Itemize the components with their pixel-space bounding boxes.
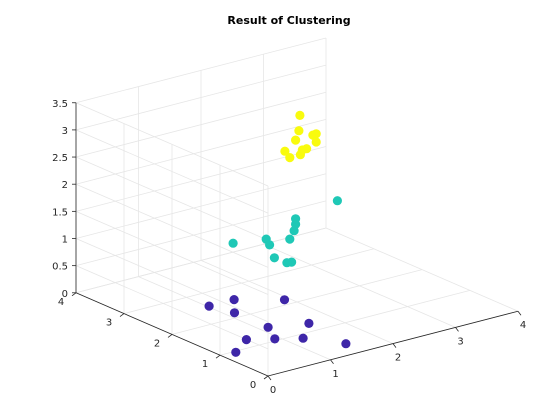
x-tick-mark [330,359,334,365]
y-tick-mark [167,334,173,338]
gridline-yz-z [75,183,269,268]
y-tick-label: 0 [250,380,256,391]
data-point-cluster-3 [294,126,304,136]
z-tick-label: 1 [62,235,68,246]
data-point-cluster-1 [263,322,273,332]
z-tick-label: 0.5 [52,262,68,273]
gridline-yz-z [75,238,269,323]
data-point-cluster-3 [311,137,321,147]
data-point-cluster-2 [282,258,292,268]
data-point-cluster-3 [311,129,321,139]
data-point-cluster-2 [228,238,238,248]
gridline-yz-z [75,156,269,241]
gridline-yz-z [75,129,269,214]
data-point-cluster-3 [302,144,312,154]
grid-layer [75,37,519,377]
x-tick-label: 2 [395,353,401,364]
z-tick-label: 2 [62,180,68,191]
gridline-floor-y [171,269,423,335]
x-tick-label: 0 [270,385,276,396]
y-tick-label: 2 [154,338,160,349]
gridline-xz-z [75,200,327,267]
data-point-cluster-3 [285,153,295,163]
y-tick-label: 1 [202,359,208,370]
data-point-cluster-2 [269,253,279,263]
x-tick-label: 4 [520,320,526,331]
data-point-cluster-1 [279,295,290,305]
x-tick-mark [455,327,459,332]
gridline-xz-z [75,173,327,239]
data-point-cluster-1 [298,333,308,343]
z-tick-label: 0 [62,289,68,300]
gridline-yz-z [75,265,269,350]
y-tick-label: 3 [106,318,112,329]
z-tick-label: 1.5 [52,207,68,218]
z-tick-label: 3 [62,126,68,137]
gridline-floor-y [75,227,327,294]
data-point-cluster-3 [295,150,305,160]
gridline-yz-z [75,102,269,187]
x-tick-mark [267,375,272,381]
y-tick-mark [215,354,221,359]
data-point-cluster-1 [341,339,351,349]
data-points [204,110,351,357]
data-point-cluster-1 [241,335,251,345]
data-point-cluster-1 [204,301,214,311]
gridline-xz-z [75,146,327,212]
gridline-xz-z [75,64,327,131]
x-tick-label: 1 [332,369,338,380]
z-tick-label: 3.5 [52,99,68,110]
data-point-cluster-2 [332,196,342,206]
data-point-cluster-3 [295,110,305,120]
data-point-cluster-2 [285,234,295,244]
x-tick-mark [392,343,397,348]
data-point-cluster-3 [291,135,301,145]
y-tick-mark [119,313,125,317]
gridline-yz-z [75,210,269,295]
data-point-cluster-1 [304,318,314,328]
x-tick-label: 3 [457,336,463,347]
z-tick-label: 2.5 [52,153,68,164]
y-tick-mark [263,375,269,380]
data-point-cluster-1 [229,308,240,318]
gridline-floor-y [219,290,471,356]
chart-title: Result of Clustering [227,14,350,27]
gridline-xz-z [75,91,327,158]
gridline-xz-z [75,119,327,185]
data-point-cluster-1 [270,334,280,344]
x-tick-mark [517,310,522,316]
y-tick-mark [71,292,77,297]
data-point-cluster-2 [265,240,275,250]
gridline-floor-y [123,248,375,314]
gridline-xz-z [75,37,327,104]
data-point-cluster-1 [231,347,241,357]
data-point-cluster-1 [229,295,239,305]
data-point-cluster-3 [280,146,290,156]
data-point-cluster-2 [291,214,301,224]
y-tick-label: 4 [58,297,64,308]
